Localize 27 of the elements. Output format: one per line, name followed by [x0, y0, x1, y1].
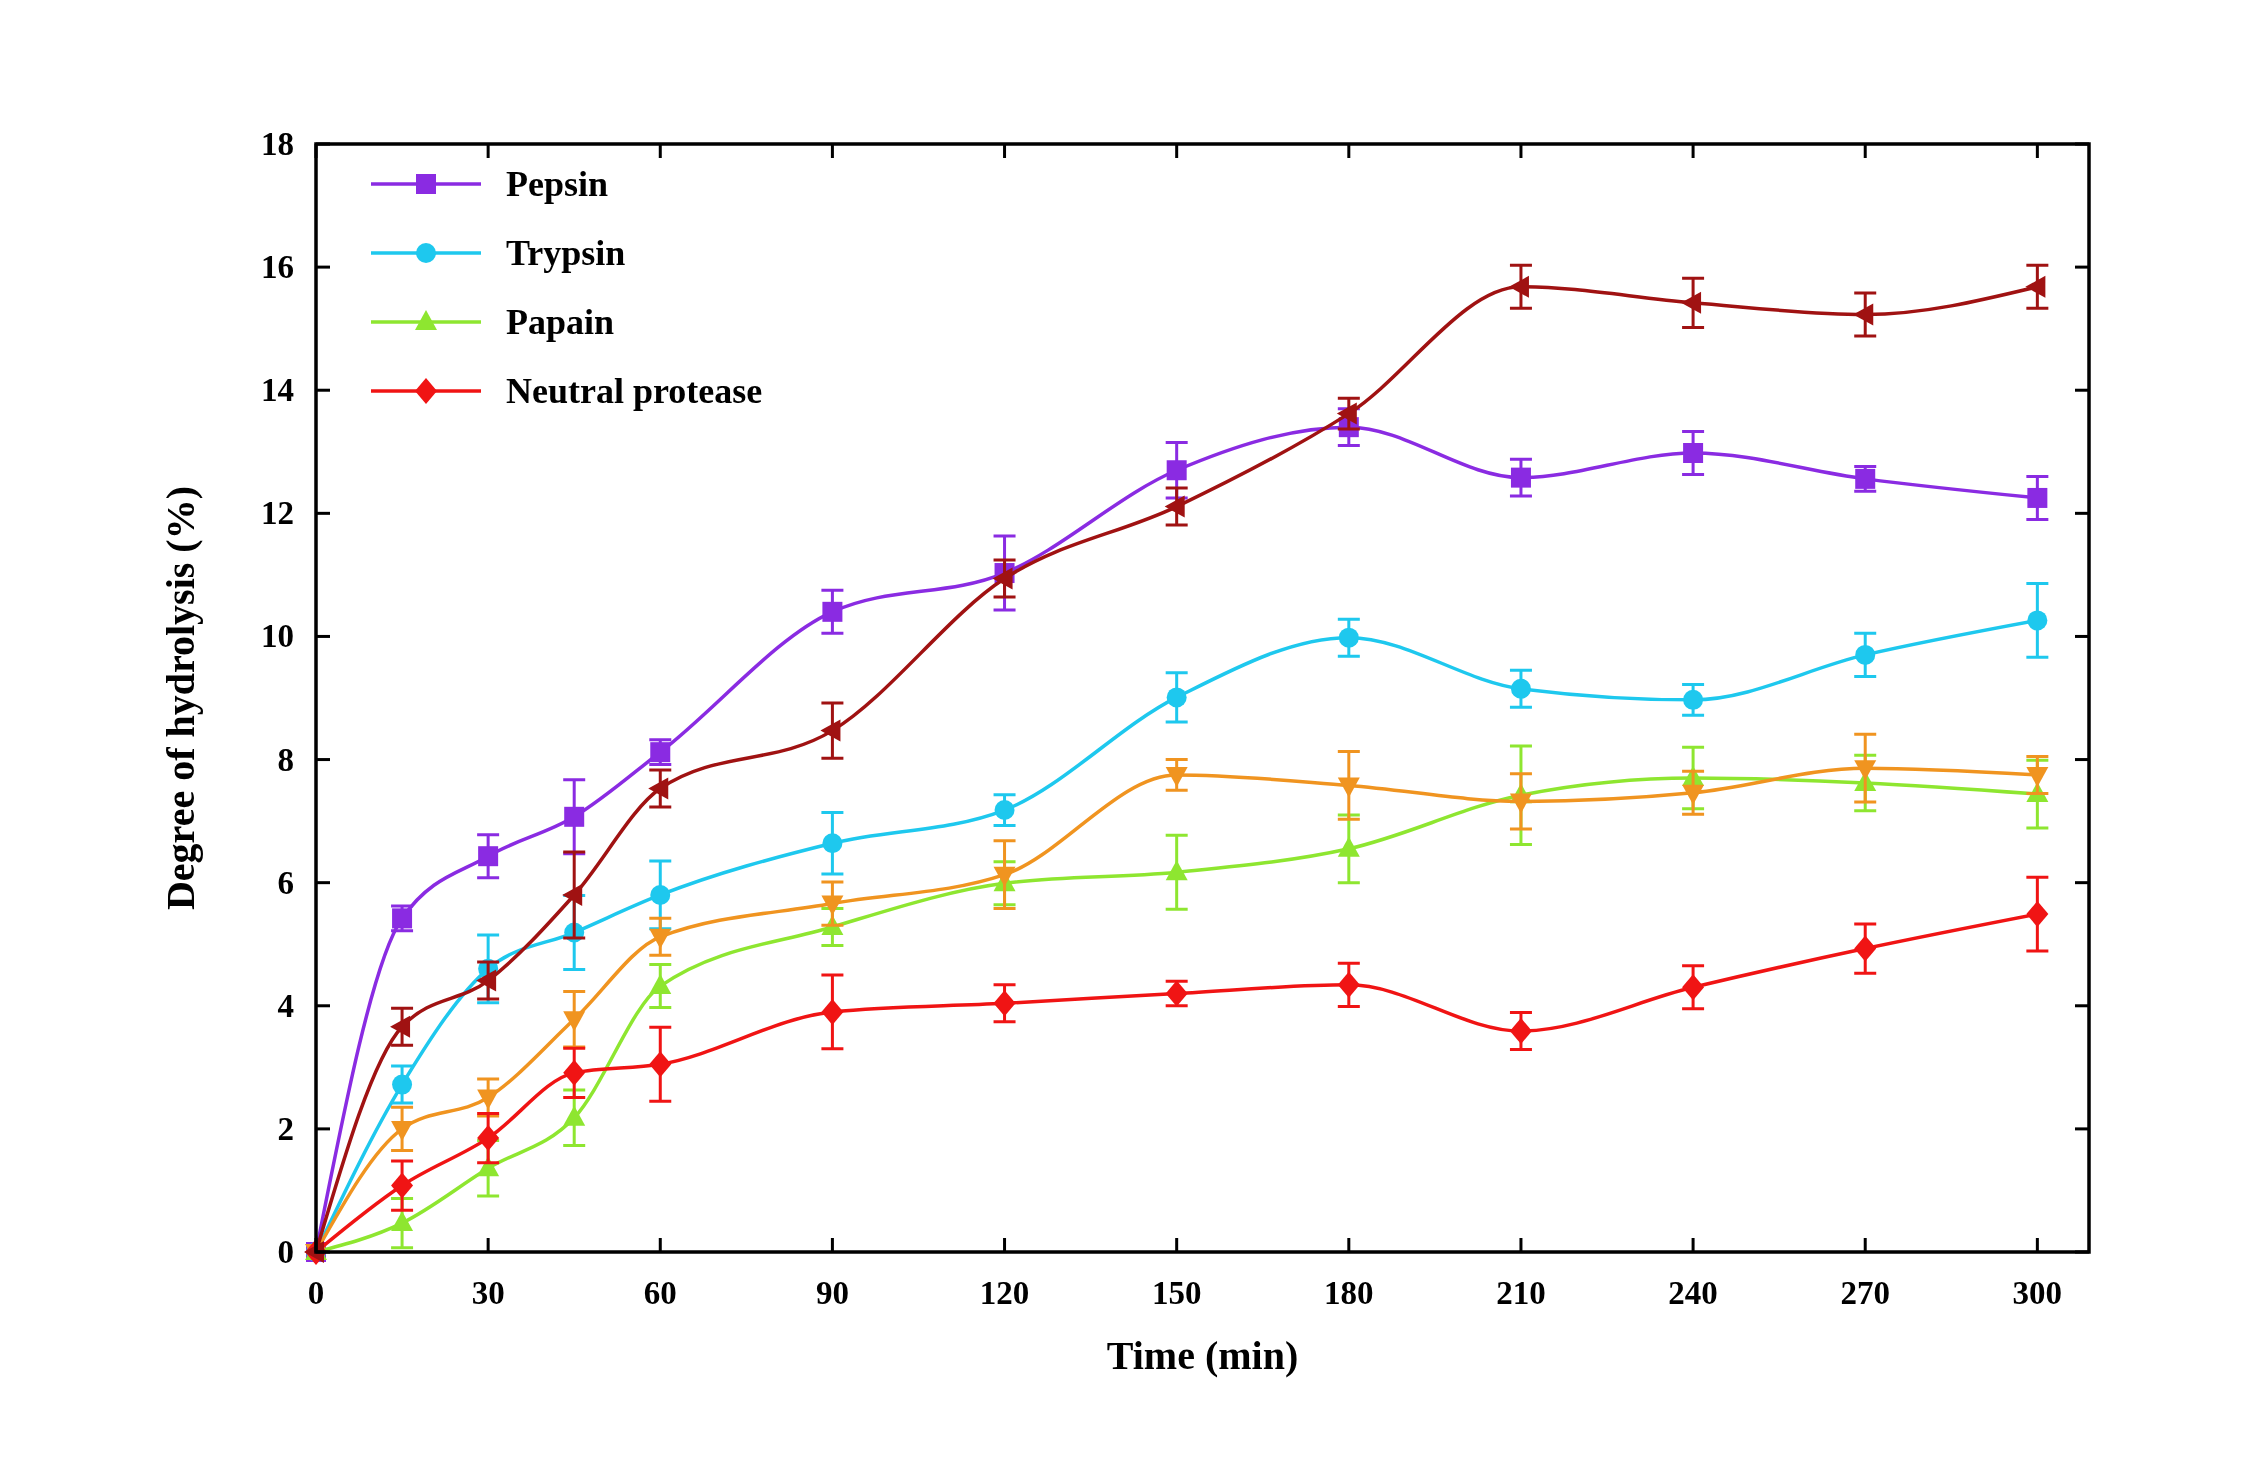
x-tick-label: 150 [1151, 1275, 1202, 1311]
x-tick-label: 300 [2012, 1275, 2063, 1311]
legend-label: Papain [506, 302, 615, 342]
y-tick-label: 14 [261, 372, 294, 409]
y-tick-label: 6 [277, 864, 294, 901]
x-tick-label: 60 [643, 1275, 677, 1311]
x-tick-label: 180 [1324, 1275, 1374, 1311]
x-tick-label: 270 [1840, 1275, 1890, 1311]
y-tick-label: 18 [261, 126, 294, 162]
legend-label: Neutral protease [506, 371, 763, 411]
y-tick-label: 10 [261, 618, 294, 655]
y-tick-label: 8 [277, 741, 294, 778]
y-tick-label: 0 [277, 1234, 294, 1270]
x-tick-label: 210 [1496, 1275, 1546, 1311]
x-tick-label: 90 [815, 1275, 849, 1311]
y-tick-label: 2 [277, 1110, 294, 1147]
x-tick-label: 30 [471, 1275, 505, 1311]
y-axis-title: Degree of hydrolysis (%) [158, 485, 203, 911]
legend-label: Pepsin [506, 164, 609, 204]
legend-label: Trypsin [506, 233, 626, 273]
x-tick-label: 0 [307, 1275, 325, 1311]
x-axis-title: Time (min) [1106, 1333, 1299, 1378]
x-tick-label: 120 [979, 1275, 1030, 1311]
y-tick-label: 12 [261, 495, 294, 532]
y-tick-label: 16 [261, 249, 294, 286]
x-tick-label: 240 [1668, 1275, 1718, 1311]
y-tick-label: 4 [277, 987, 294, 1024]
